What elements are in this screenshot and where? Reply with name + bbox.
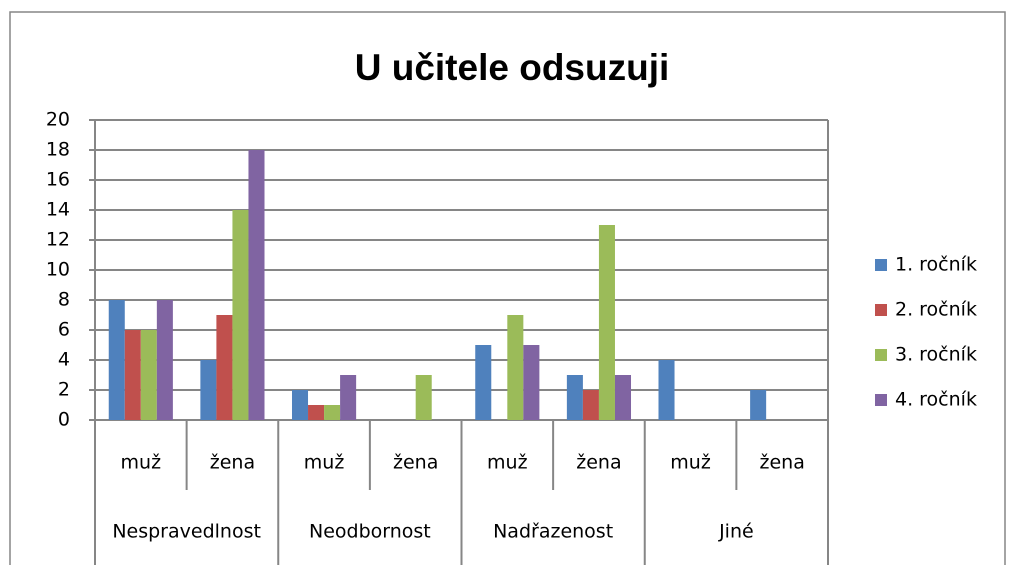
x-tick-label: muž [670, 452, 711, 474]
y-tick-label: 12 [46, 229, 70, 251]
x-tick-label: muž [121, 452, 162, 474]
x-tick-label: muž [487, 452, 528, 474]
bar [156, 300, 173, 420]
bar [658, 360, 675, 420]
bar [216, 315, 233, 420]
bar [232, 210, 249, 420]
bar [614, 375, 632, 420]
y-tick-label: 10 [46, 259, 70, 281]
x-tick-label: muž [304, 452, 345, 474]
bar [124, 330, 141, 420]
group-label: Nespravedlnost [112, 521, 261, 543]
legend-label: 2. ročník [895, 299, 977, 321]
group-label: Jiné [718, 521, 754, 543]
y-tick-label: 20 [46, 109, 70, 131]
bar [507, 315, 524, 420]
bar [750, 390, 767, 420]
chart-title: U učitele odsuzuji [355, 47, 670, 88]
y-tick-label: 8 [58, 289, 70, 311]
bar [582, 390, 599, 420]
y-tick-label: 6 [58, 319, 70, 341]
bar [415, 375, 432, 420]
bar [475, 345, 492, 420]
bar [108, 300, 125, 420]
legend-swatch [875, 349, 887, 361]
y-tick-label: 2 [58, 379, 70, 401]
y-tick-label: 4 [58, 349, 70, 371]
legend-swatch [875, 259, 887, 271]
legend-label: 3. ročník [895, 344, 977, 366]
y-tick-label: 0 [58, 409, 70, 431]
bar [324, 405, 341, 420]
x-tick-label: žena [210, 452, 255, 474]
bar [140, 330, 157, 420]
legend-swatch [875, 304, 887, 316]
legend-label: 4. ročník [895, 389, 977, 411]
x-tick-label: žena [393, 452, 438, 474]
y-tick-label: 18 [46, 139, 70, 161]
legend-label: 1. ročník [895, 254, 977, 276]
group-label: Neodbornost [309, 521, 431, 543]
bar [598, 225, 615, 420]
x-tick-label: žena [576, 452, 621, 474]
bar [340, 375, 357, 420]
chart-border [9, 11, 1006, 565]
y-tick-label: 16 [46, 169, 70, 191]
bar [200, 360, 217, 420]
y-tick-label: 14 [46, 199, 70, 221]
group-label: Nadřazenost [493, 521, 613, 543]
bar [566, 375, 583, 420]
bar [308, 405, 325, 420]
legend-swatch [875, 394, 887, 406]
x-tick-label: žena [760, 452, 805, 474]
bar [523, 345, 540, 420]
bar [248, 150, 265, 420]
bar [291, 390, 309, 420]
